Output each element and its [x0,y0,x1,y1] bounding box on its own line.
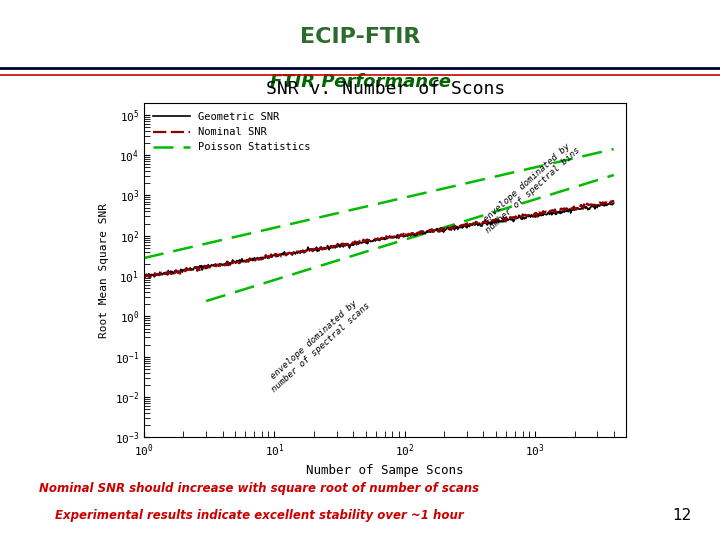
Text: envelope dominated by
number of spectral scans: envelope dominated by number of spectral… [264,293,372,394]
Y-axis label: Root Mean Square SNR: Root Mean Square SNR [99,202,109,338]
Text: Nominal SNR should increase with square root of number of scans: Nominal SNR should increase with square … [39,482,480,495]
Text: FTIR Performance: FTIR Performance [269,73,451,91]
Text: envelope dominated by
number of spectral bins: envelope dominated by number of spectral… [477,138,582,235]
Text: 12: 12 [672,508,691,523]
X-axis label: Number of Sampe Scons: Number of Sampe Scons [307,464,464,477]
Text: ECIP-FTIR: ECIP-FTIR [300,27,420,47]
Legend: Geometric SNR, Nominal SNR, Poisson Statistics: Geometric SNR, Nominal SNR, Poisson Stat… [149,108,315,157]
Title: SNR v. Number of Scons: SNR v. Number of Scons [266,80,505,98]
Text: Experimental results indicate excellent stability over ~1 hour: Experimental results indicate excellent … [55,509,464,522]
